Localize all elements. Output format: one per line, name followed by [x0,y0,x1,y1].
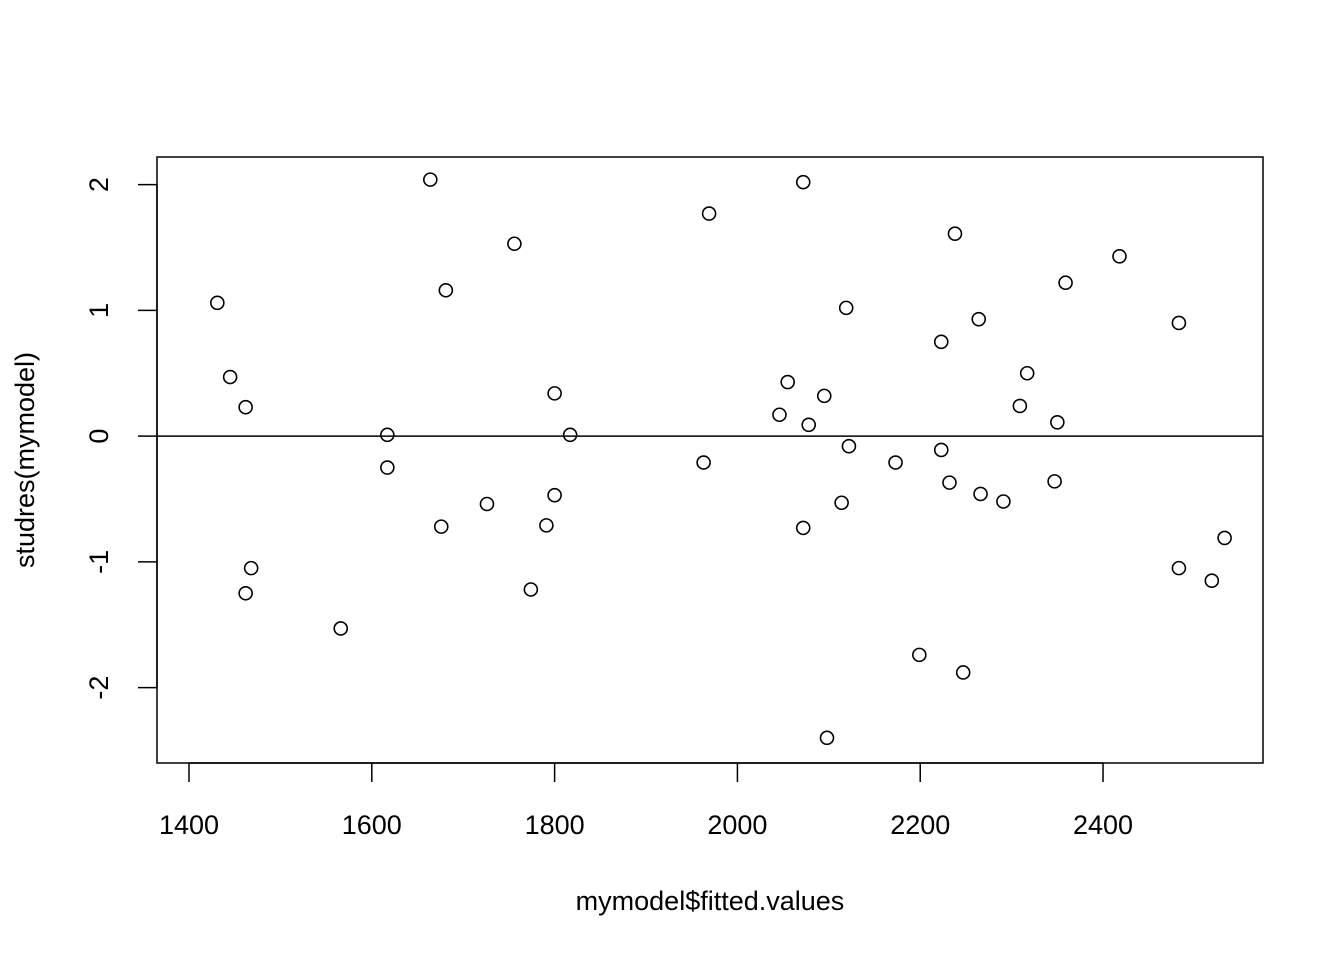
data-point [947,226,963,241]
data-point [780,374,795,390]
data-point [479,496,495,512]
data-point [942,475,957,490]
y-tick-label: -2 [84,676,114,700]
data-point [933,442,949,458]
x-axis: 1400 1600 1800 2000 2200 2400 [159,762,1133,840]
x-tick-label: 2000 [707,810,767,840]
data-point [801,417,817,433]
data-point [243,560,259,576]
data-point [834,495,849,511]
x-tick-label: 2400 [1073,810,1133,840]
data-point [1112,249,1127,264]
data-point [772,407,787,423]
data-point [562,427,578,443]
data-point [1058,275,1073,291]
data-point [380,427,395,443]
data-point [433,519,449,534]
data-point [1171,560,1187,576]
data-point [996,494,1011,509]
y-axis: -2 -1 0 1 2 [84,177,158,700]
data-point [210,295,225,311]
y-tick-label: 2 [84,177,114,192]
data-point [912,647,927,663]
data-point [523,582,539,597]
x-axis-title: mymodel$fitted.values [576,886,845,916]
data-point [971,311,987,327]
data-point [333,621,349,636]
data-point [1012,398,1028,414]
data-point [701,206,717,221]
data-point [838,300,854,316]
data-point [933,334,949,350]
data-point [507,236,522,252]
data-point [795,520,811,536]
data-point [1171,315,1187,331]
data-point [973,486,988,502]
data-point [841,438,857,454]
data-point [1047,474,1062,489]
data-points [210,172,1232,746]
y-axis-title: studres(mymodel) [10,352,40,568]
data-point [238,399,253,415]
data-point [380,460,395,475]
data-point [888,455,903,470]
data-point [1204,573,1220,588]
y-tick-label: 1 [84,303,114,318]
data-point [1217,530,1232,546]
data-point [696,455,711,470]
data-point [816,388,832,404]
data-point [423,172,438,187]
data-point [438,282,454,298]
x-tick-label: 1800 [525,810,585,840]
y-tick-label: 0 [84,429,114,444]
data-point [238,585,253,601]
y-tick-label: -1 [84,550,114,574]
x-tick-label: 2200 [890,810,950,840]
data-point [1050,414,1065,430]
data-point [547,386,562,401]
x-tick-label: 1400 [159,810,219,840]
data-point [819,730,835,746]
data-point [222,369,238,385]
data-point [1019,365,1035,381]
data-point [955,665,971,680]
data-point [547,487,562,503]
data-point [539,518,554,533]
data-point [795,174,811,190]
x-tick-label: 1600 [342,810,402,840]
